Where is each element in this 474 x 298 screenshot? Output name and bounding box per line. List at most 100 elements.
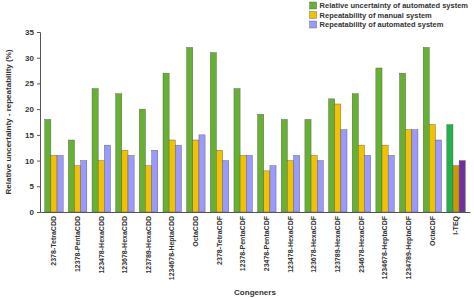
bar <box>187 47 193 212</box>
tick: 10 <box>25 157 40 166</box>
bar <box>365 155 371 212</box>
tick: 123678-HexaCDF <box>310 212 317 273</box>
tick: 2378-TetraCDF <box>216 212 223 265</box>
tick: 1234789-HeptaCDF <box>405 212 413 279</box>
tick: 123478-HexaCDF <box>287 212 294 273</box>
tick: 5 <box>30 182 40 191</box>
tick-label: 15 <box>25 131 34 140</box>
bar <box>388 155 394 212</box>
bar <box>116 94 122 212</box>
tick-label: 1234678-HeptaCDF <box>381 215 389 279</box>
legend-swatch <box>310 12 317 19</box>
series <box>45 47 453 212</box>
bar <box>400 73 406 212</box>
bar <box>406 130 412 212</box>
tick-label: 123478-HexaCDD <box>97 216 104 274</box>
bar <box>128 155 134 212</box>
legend-item: Repeatability of automated system <box>310 20 444 29</box>
tick-label: 2378-TetraCDD <box>50 216 57 266</box>
legend-item: Relative uncertainty of automated system <box>310 1 469 10</box>
legend: Relative uncertainty of automated system… <box>310 1 469 29</box>
bar <box>459 161 465 212</box>
tick-label: 20 <box>25 105 34 114</box>
tick: 123789-HexaCDD <box>145 212 152 274</box>
tick: 12378-PentaCDD <box>74 212 81 272</box>
bar <box>435 140 441 212</box>
bar <box>264 171 270 212</box>
bar <box>287 161 293 212</box>
tick: 35 <box>25 28 40 37</box>
tick-mark <box>37 212 40 213</box>
tick-label: 5 <box>30 182 35 191</box>
tick-label: 123678-HexaCDF <box>310 215 317 273</box>
tick: 1234678-HeptaCDD <box>168 212 176 280</box>
bar <box>305 119 311 212</box>
tick: 0 <box>30 208 40 217</box>
legend-label: Relative uncertainty of automated system <box>320 1 469 10</box>
legend-swatch <box>310 21 317 28</box>
tick-label: 123789-HexaCDD <box>145 216 152 274</box>
legend-label: Repeatability of manual system <box>320 11 432 20</box>
bar <box>51 155 57 212</box>
tick-label: 1234678-HeptaCDD <box>168 216 176 280</box>
bar <box>223 161 229 212</box>
tick-label: 12378-PentaCDD <box>74 216 81 272</box>
legend-label: Repeatability of automated system <box>320 20 444 29</box>
tick-label: OctaCDD <box>192 216 199 247</box>
chart: 0 5 10 15 20 25 30 35 2378-TetraCDD 12378-PentaCD… <box>0 0 474 298</box>
bar <box>75 166 81 212</box>
bar <box>429 125 435 212</box>
tick: OctaCDF <box>429 212 436 246</box>
bar <box>281 119 287 212</box>
legend-swatch <box>310 2 317 9</box>
tick: 234678-HexaCDF <box>358 212 365 273</box>
tick: OctaCDD <box>192 212 199 247</box>
tick-label: 23478-PentaCDF <box>263 215 270 271</box>
tick-mark <box>37 109 40 110</box>
tick: 1234678-HeptaCDF <box>381 212 389 279</box>
tick: 30 <box>25 54 40 63</box>
bar <box>376 68 382 212</box>
tick-label: I-TEQ <box>452 215 460 234</box>
tick: 23478-PentaCDF <box>263 212 270 271</box>
bar <box>68 140 74 212</box>
bar <box>169 140 175 212</box>
bar <box>57 155 63 212</box>
bar <box>412 130 418 212</box>
plot-area: 0 5 10 15 20 25 30 35 2378-TetraCDD 12378-PentaCD… <box>25 28 470 280</box>
bar <box>81 161 87 212</box>
tick-label: 0 <box>30 208 35 217</box>
tick-label: 25 <box>25 79 34 88</box>
tick-mark <box>37 161 40 162</box>
x-axis: 2378-TetraCDD 12378-PentaCDD 123478-HexaCD… <box>41 212 471 280</box>
bar <box>335 104 341 212</box>
axis-line <box>41 212 471 213</box>
bar <box>45 119 51 212</box>
tick: I-TEQ <box>452 212 460 235</box>
bar <box>193 140 199 212</box>
tick-label: 123789-HexaCDF <box>334 215 341 273</box>
bar <box>317 161 323 212</box>
bar <box>329 99 335 212</box>
bar <box>122 150 128 212</box>
y-axis: 0 5 10 15 20 25 30 35 <box>25 28 40 217</box>
bar <box>175 145 181 212</box>
bar <box>341 130 347 212</box>
tick-label: 123678-HexaCDD <box>121 216 128 274</box>
tick-mark <box>37 58 40 59</box>
bar <box>358 145 364 212</box>
bar <box>152 150 158 212</box>
tick: 12378-PentaCDF <box>239 212 246 271</box>
tick-mark <box>37 186 40 187</box>
bar <box>234 89 240 212</box>
tick-label: 12378-PentaCDF <box>239 215 246 271</box>
bar <box>382 145 388 212</box>
bar <box>246 155 252 212</box>
tick: 123478-HexaCDD <box>97 212 104 274</box>
bar <box>453 166 459 212</box>
tick: 20 <box>25 105 40 114</box>
tick: 123678-HexaCDD <box>121 212 128 274</box>
bar <box>352 94 358 212</box>
tick-label: 2378-TetraCDF <box>216 215 223 265</box>
bar <box>104 145 110 212</box>
